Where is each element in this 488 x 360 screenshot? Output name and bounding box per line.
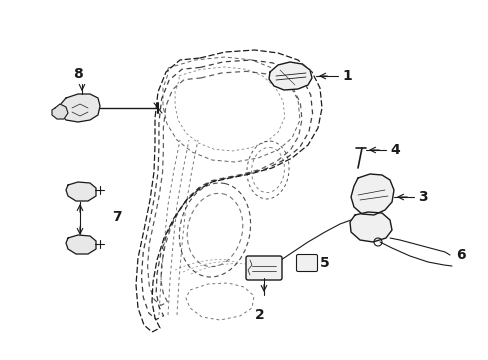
Polygon shape xyxy=(350,174,393,215)
Polygon shape xyxy=(268,62,311,90)
Text: 1: 1 xyxy=(341,69,351,83)
Text: 5: 5 xyxy=(319,256,329,270)
Polygon shape xyxy=(185,283,253,320)
Text: 6: 6 xyxy=(455,248,465,262)
Text: 7: 7 xyxy=(112,210,122,224)
Polygon shape xyxy=(60,94,100,122)
Polygon shape xyxy=(66,182,96,201)
Text: 4: 4 xyxy=(389,143,399,157)
Text: 3: 3 xyxy=(417,190,427,204)
FancyBboxPatch shape xyxy=(245,256,282,280)
Polygon shape xyxy=(66,235,96,254)
Text: 2: 2 xyxy=(255,308,264,322)
Polygon shape xyxy=(349,212,391,242)
FancyBboxPatch shape xyxy=(296,255,317,271)
Text: 8: 8 xyxy=(73,67,82,81)
Polygon shape xyxy=(52,104,68,119)
